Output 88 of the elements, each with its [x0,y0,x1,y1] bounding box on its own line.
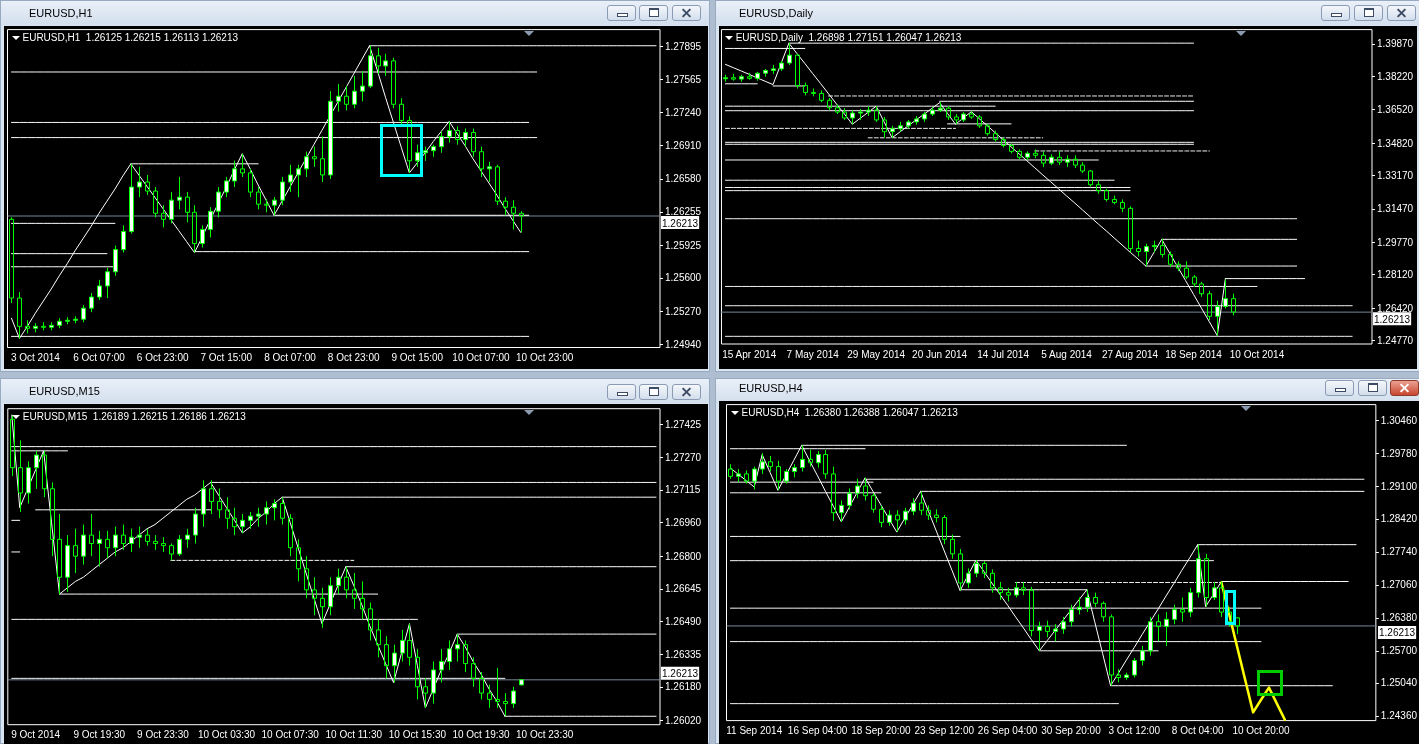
y-tick-label: 1.26960 [665,516,702,528]
x-tick-label: 10 Oct 2014 [1229,348,1285,360]
y-tick-label: 1.26020 [665,714,702,726]
y-tick-label: 1.25700 [1380,645,1418,657]
x-tick-label: 10 Oct 15:30 [388,729,447,741]
y-tick-label: 1.26420 [1377,302,1414,314]
x-tick-label: 5 Aug 2014 [1041,348,1093,360]
x-tick-label: 10 Oct 19:30 [452,729,511,741]
chart-subtitle: EURUSD,H1 1.26125 1.26215 1.26113 1.26213 [22,31,239,43]
y-tick-label: 1.31470 [1377,203,1414,215]
x-tick-label: 7 Oct 15:00 [200,352,253,363]
ref-line-label: 1.26213 [662,217,699,229]
x-tick-label: 11 Sep 2014 [726,725,783,737]
y-tick-label: 1.27115 [665,484,701,496]
y-tick-label: 1.26580 [665,173,702,185]
x-tick-label: 8 Oct 04:00 [1171,725,1224,737]
chart-subtitle: EURUSD,H4 1.26380 1.26388 1.26047 1.26213 [741,406,959,418]
y-tick-label: 1.34820 [1377,137,1414,149]
x-tick-label: 10 Oct 20:00 [1232,725,1291,737]
y-tick-label: 1.33170 [1377,170,1414,182]
x-tick-label: 27 Aug 2014 [1101,348,1159,360]
y-tick-label: 1.30460 [1380,414,1418,426]
x-tick-label: 18 Sep 20:00 [851,725,912,737]
y-tick-label: 1.25040 [1380,677,1418,689]
x-tick-label: 3 Oct 12:00 [1108,725,1161,737]
y-tick-label: 1.26180 [665,681,702,693]
y-tick-label: 1.27740 [1380,546,1418,558]
x-tick-label: 23 Sep 12:00 [914,725,975,737]
x-tick-label: 26 Sep 04:00 [977,725,1038,737]
x-tick-label: 15 Apr 2014 [722,348,777,360]
y-tick-label: 1.27240 [665,106,702,118]
x-tick-label: 6 Oct 07:00 [73,352,126,363]
chart-title: EURUSD,H4 [739,381,803,395]
y-tick-label: 1.25270 [665,305,702,317]
ref-line-label: 1.26213 [1374,313,1411,325]
y-tick-label: 1.26490 [665,615,702,627]
x-tick-label: 10 Oct 07:30 [261,729,320,741]
y-tick-label: 1.24360 [1380,710,1418,722]
y-tick-label: 1.26255 [665,206,702,218]
y-tick-label: 1.29780 [1380,447,1418,459]
x-tick-label: 10 Oct 23:30 [516,729,574,741]
y-tick-label: 1.24770 [1377,334,1414,346]
x-tick-label: 20 Jun 2014 [912,348,968,360]
x-tick-label: 9 Oct 19:30 [73,729,126,741]
y-tick-label: 1.28420 [1380,513,1418,525]
y-tick-label: 1.29100 [1380,480,1418,492]
x-tick-label: 14 Jul 2014 [977,348,1030,360]
x-tick-label: 8 Oct 23:00 [327,352,380,363]
x-tick-label: 3 Oct 2014 [10,352,61,363]
chart-title: EURUSD,H1 [29,6,93,20]
y-tick-label: 1.27565 [665,74,702,86]
chart-subtitle: EURUSD,Daily 1.26898 1.27151 1.26047 1.26213 [735,31,962,43]
chart-subtitle: EURUSD,M15 1.26189 1.26215 1.26186 1.26213 [22,410,247,422]
y-tick-label: 1.26800 [665,550,702,562]
chart-title: EURUSD,Daily [739,6,813,20]
x-tick-label: 8 Oct 07:00 [264,352,317,363]
y-tick-label: 1.27895 [665,40,702,52]
y-tick-label: 1.27425 [665,419,702,430]
y-tick-label: 1.28120 [1377,269,1414,281]
x-tick-label: 30 Sep 20:00 [1041,725,1102,737]
y-tick-label: 1.26335 [665,648,702,660]
x-tick-label: 10 Oct 07:00 [452,352,511,363]
y-tick-label: 1.24940 [665,338,702,350]
x-tick-label: 9 Oct 2014 [11,729,61,741]
ref-line-label: 1.26213 [662,668,699,680]
x-tick-label: 18 Sep 2014 [1165,348,1223,360]
x-tick-label: 7 May 2014 [786,348,840,360]
x-tick-label: 10 Oct 03:30 [197,729,256,741]
y-tick-label: 1.26910 [665,140,702,152]
chart-title: EURUSD,M15 [29,384,100,398]
y-tick-label: 1.26645 [665,583,702,595]
y-tick-label: 1.29770 [1377,236,1414,248]
x-tick-label: 10 Oct 11:30 [325,729,383,741]
x-tick-label: 9 Oct 15:00 [391,352,444,363]
ref-line-label: 1.26213 [1379,627,1416,639]
y-tick-label: 1.27060 [1380,579,1418,591]
y-tick-label: 1.39870 [1377,38,1414,50]
x-tick-label: 9 Oct 23:30 [137,729,190,741]
x-tick-label: 10 Oct 23:00 [515,352,574,363]
y-tick-label: 1.36520 [1377,104,1414,116]
y-tick-label: 1.26380 [1380,612,1418,624]
y-tick-label: 1.27270 [665,451,702,463]
y-tick-label: 1.25925 [665,239,702,251]
y-tick-label: 1.38220 [1377,70,1414,82]
x-tick-label: 16 Sep 04:00 [787,725,848,737]
x-tick-label: 29 May 2014 [847,348,906,360]
y-tick-label: 1.25600 [665,272,702,284]
x-tick-label: 6 Oct 23:00 [136,352,189,363]
